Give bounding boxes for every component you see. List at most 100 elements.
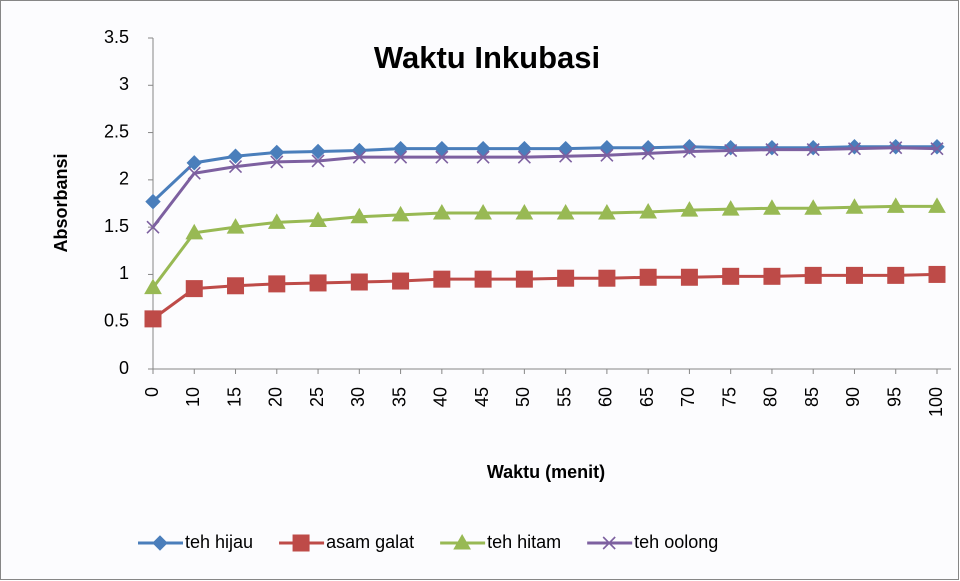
- data-point: [763, 267, 781, 285]
- x-tick-label: 95: [884, 387, 904, 407]
- x-axis-title: Waktu (menit): [487, 462, 605, 482]
- data-point: [600, 148, 614, 162]
- data-point: [641, 146, 655, 160]
- data-point: [517, 150, 531, 164]
- data-point: [639, 203, 658, 219]
- legend-label: teh hijau: [185, 532, 253, 552]
- data-point: [598, 203, 616, 220]
- data-point: [435, 150, 449, 164]
- x-tick-label: 55: [554, 387, 574, 407]
- data-point: [724, 143, 738, 158]
- legend-label: teh oolong: [634, 532, 718, 552]
- data-point: [268, 275, 286, 293]
- y-tick-label: 2: [119, 169, 129, 189]
- data-point: [144, 278, 162, 295]
- data-point: [928, 197, 946, 213]
- y-tick-label: 3: [119, 74, 129, 94]
- data-point: [515, 270, 533, 288]
- y-tick-label: 1: [119, 263, 129, 283]
- data-point: [350, 207, 369, 224]
- chart-title: Waktu Inkubasi: [374, 40, 600, 75]
- data-point: [930, 142, 944, 156]
- x-tick-label: 30: [348, 387, 368, 407]
- data-point: [352, 150, 366, 164]
- y-tick-label: 0.5: [104, 310, 129, 330]
- data-point: [475, 140, 491, 157]
- legend-label: asam galat: [326, 532, 414, 552]
- data-point: [309, 274, 327, 292]
- data-point: [639, 268, 657, 286]
- data-point: [804, 266, 822, 284]
- data-point: [270, 155, 284, 169]
- x-tick-label: 85: [802, 387, 822, 407]
- data-point: [557, 269, 575, 287]
- data-point: [432, 203, 451, 220]
- data-point: [804, 199, 823, 215]
- data-point: [226, 218, 245, 234]
- legend-marker: [292, 534, 310, 552]
- y-tick-label: 2.5: [104, 121, 129, 141]
- data-point: [886, 197, 905, 213]
- legend-marker: [453, 533, 471, 550]
- data-point: [146, 220, 160, 234]
- data-point: [887, 266, 905, 284]
- x-tick-label: 45: [472, 387, 492, 407]
- data-point: [806, 143, 820, 157]
- data-point: [556, 203, 575, 220]
- data-point: [845, 266, 863, 284]
- y-tick-label: 0: [119, 358, 129, 378]
- data-point: [847, 142, 862, 156]
- x-tick-label: 10: [183, 387, 203, 407]
- data-point: [310, 143, 326, 160]
- data-point: [350, 273, 368, 291]
- x-tick-label: 25: [307, 387, 327, 407]
- data-point: [392, 140, 409, 157]
- x-tick-label: 75: [719, 387, 739, 407]
- data-point: [434, 140, 450, 157]
- data-point: [391, 205, 410, 222]
- data-point: [474, 203, 492, 220]
- data-point: [187, 166, 201, 180]
- x-tick-label: 70: [678, 387, 698, 407]
- y-tick-label: 1.5: [104, 216, 129, 236]
- data-point: [682, 144, 696, 159]
- x-tick-label: 65: [637, 387, 657, 407]
- legend-marker: [152, 535, 168, 551]
- data-point: [394, 150, 408, 164]
- data-point: [476, 150, 490, 164]
- data-point: [433, 270, 451, 288]
- data-point: [309, 211, 327, 228]
- data-point: [185, 280, 203, 298]
- data-point: [269, 144, 285, 161]
- data-point: [721, 200, 740, 216]
- x-tick-label: 35: [389, 387, 409, 407]
- data-point: [763, 199, 781, 215]
- x-tick-label: 60: [596, 387, 616, 407]
- data-point: [392, 272, 410, 290]
- data-point: [598, 269, 616, 287]
- data-point: [765, 143, 779, 157]
- series-line: [151, 146, 938, 229]
- y-axis-title: Absorbansi: [51, 153, 71, 252]
- legend-label: teh hitam: [487, 532, 561, 552]
- data-point: [889, 141, 903, 155]
- data-point: [145, 193, 161, 210]
- data-point: [227, 148, 244, 164]
- data-point: [267, 213, 286, 229]
- x-tick-label: 20: [266, 387, 286, 407]
- legend-marker: [602, 536, 616, 550]
- series-line: [151, 204, 937, 289]
- data-point: [680, 201, 699, 217]
- data-point: [228, 160, 243, 174]
- data-point: [227, 277, 245, 295]
- data-point: [516, 140, 533, 157]
- y-tick-label: 3.5: [104, 27, 129, 47]
- data-point: [311, 154, 325, 168]
- x-tick-label: 80: [761, 387, 781, 407]
- data-point: [185, 223, 204, 240]
- x-tick-label: 15: [224, 387, 244, 407]
- data-point: [515, 203, 534, 220]
- data-point: [680, 268, 698, 286]
- x-tick-label: 100: [926, 387, 946, 417]
